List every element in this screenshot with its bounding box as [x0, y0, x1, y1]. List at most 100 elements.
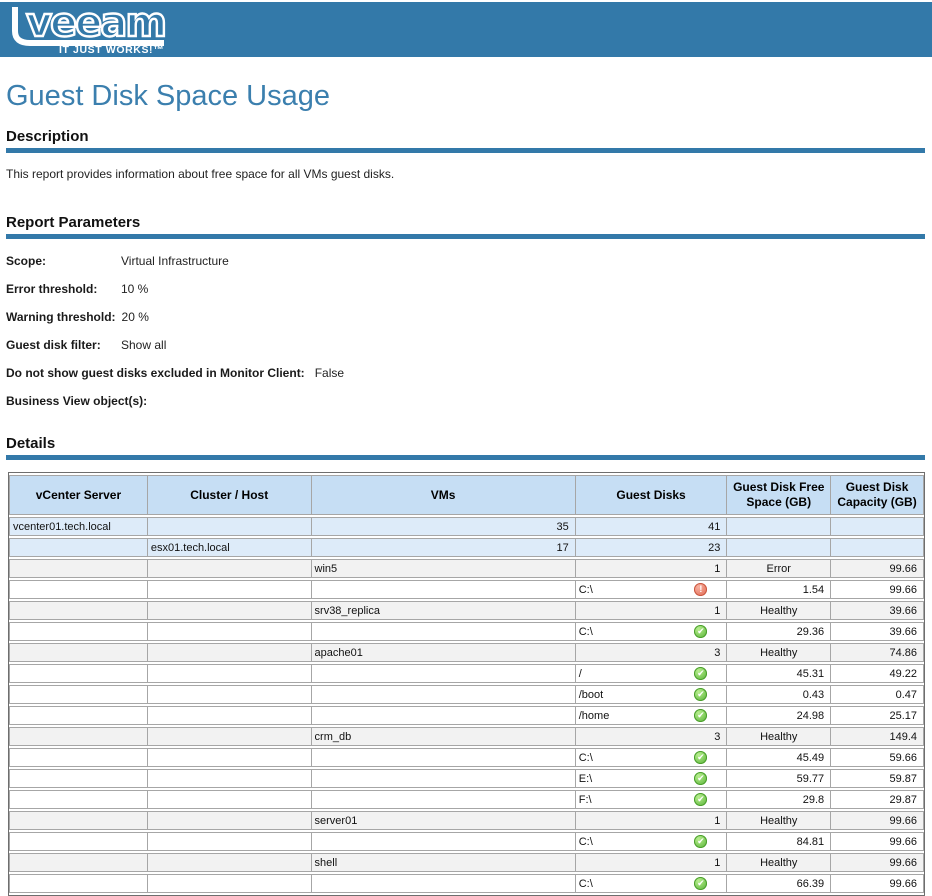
- disk-entry: C:\ ✔: [579, 877, 724, 890]
- param-scope: Scope: Virtual Infrastructure: [6, 255, 932, 267]
- cell-disk-name: /home ✔: [574, 706, 727, 725]
- status-ok-icon: ✔: [694, 625, 708, 638]
- report-parameters-rule: [6, 234, 925, 239]
- cell-disk-count: 3: [574, 643, 727, 662]
- col-header-guest-disk-capacity: Guest Disk Capacity (GB): [830, 475, 924, 515]
- cell-capacity: [830, 538, 924, 557]
- disk-entry: C:\ ✔: [579, 751, 724, 764]
- param-error-threshold: Error threshold: 10 %: [6, 283, 932, 295]
- disk-entry: C:\ ✔: [579, 625, 724, 638]
- cell-capacity: 25.17: [830, 706, 924, 725]
- disk-label: /home: [578, 709, 610, 722]
- param-label: Error threshold:: [6, 282, 98, 296]
- cell-status: Healthy: [726, 727, 831, 746]
- cell-free-space: 59.77: [726, 769, 831, 788]
- cell-disk-count: 1: [574, 559, 727, 578]
- table-row-disk: C:\ ✔ 66.39 99.66: [9, 874, 924, 893]
- cell-cluster-host: [146, 790, 311, 809]
- details-heading: Details: [6, 435, 56, 452]
- col-header-guest-disks: Guest Disks: [574, 475, 727, 515]
- cell-disk-count: 1: [574, 853, 727, 872]
- cell-cluster-host: [146, 832, 311, 851]
- cell-vcenter-name: [9, 601, 147, 620]
- veeam-tagline: IT JUST WORKS!™: [59, 44, 165, 56]
- status-ok-icon: ✔: [694, 772, 708, 785]
- table-row-vm: srv38_replica 1 Healthy 39.66: [9, 601, 924, 620]
- cell-free-space: [726, 538, 831, 557]
- table-row-disk: / ✔ 45.31 49.22: [9, 664, 924, 683]
- cell-capacity: 74.86: [830, 643, 924, 662]
- cell-cluster-host: [146, 559, 311, 578]
- details-table-header-row: vCenter Server Cluster / Host VMs Guest …: [9, 475, 924, 515]
- veeam-logo-text: veeam: [26, 5, 165, 46]
- param-value: 10 %: [121, 282, 149, 296]
- disk-label: C:\: [578, 835, 593, 848]
- param-label: Guest disk filter:: [6, 338, 101, 352]
- cell-status: Healthy: [726, 811, 831, 830]
- table-row-vm: crm_db 3 Healthy 149.4: [9, 727, 924, 746]
- cell-disk-name: /boot ✔: [574, 685, 727, 704]
- cell-vm-count: 35: [310, 517, 575, 536]
- disk-entry: /boot ✔: [579, 688, 724, 701]
- cell-disk-count: 41: [574, 517, 727, 536]
- cell-cluster-host: [146, 664, 311, 683]
- table-row-disk: C:\ ✔ 84.81 99.66: [9, 832, 924, 851]
- cell-cluster-host: [146, 874, 311, 893]
- status-ok-icon: ✔: [694, 688, 708, 701]
- param-guest-disk-filter: Guest disk filter: Show all: [6, 339, 932, 351]
- cell-free-space: 29.8: [726, 790, 831, 809]
- cell-vcenter-name: [9, 622, 147, 641]
- cell-vcenter-name: [9, 769, 147, 788]
- param-value: 20 %: [121, 310, 149, 324]
- table-row-disk: F:\ ✔ 29.8 29.87: [9, 790, 924, 809]
- cell-capacity: 29.87: [830, 790, 924, 809]
- cell-vm-name: [310, 748, 575, 767]
- disk-label: /boot: [578, 688, 604, 701]
- disk-label: C:\: [578, 625, 593, 638]
- cell-vm-name: srv38_replica: [310, 601, 575, 620]
- cell-vm-name: [310, 622, 575, 641]
- cell-vm-name: [310, 769, 575, 788]
- cell-vcenter-name: [9, 559, 147, 578]
- cell-cluster-host: esx01.tech.local: [146, 538, 311, 557]
- cell-vcenter-name: [9, 790, 147, 809]
- cell-free-space: 29.36: [726, 622, 831, 641]
- cell-free-space: [726, 517, 831, 536]
- cell-disk-name: C:\ ✔: [574, 832, 727, 851]
- description-heading: Description: [6, 128, 89, 145]
- cell-cluster-host: [146, 853, 311, 872]
- cell-vm-name: crm_db: [310, 727, 575, 746]
- cell-cluster-host: [146, 727, 311, 746]
- cell-vm-name: [310, 832, 575, 851]
- disk-label: C:\: [578, 751, 593, 764]
- param-warning-threshold: Warning threshold: 20 %: [6, 311, 932, 323]
- cell-vcenter-name: [9, 685, 147, 704]
- col-header-vcenter-server: vCenter Server: [9, 475, 147, 515]
- disk-label: C:\: [578, 583, 593, 596]
- disk-entry: E:\ ✔: [579, 772, 724, 785]
- cell-cluster-host: [146, 622, 311, 641]
- cell-capacity: 99.66: [830, 853, 924, 872]
- disk-entry: C:\ ✔: [579, 835, 724, 848]
- cell-vcenter-name: [9, 538, 147, 557]
- cell-capacity: 149.4: [830, 727, 924, 746]
- cell-disk-count: 1: [574, 811, 727, 830]
- veeam-banner: veeam IT JUST WORKS!™: [0, 2, 932, 57]
- cell-capacity: 99.66: [830, 811, 924, 830]
- cell-vcenter-name: [9, 853, 147, 872]
- col-header-cluster-host: Cluster / Host: [146, 475, 311, 515]
- cell-free-space: 45.31: [726, 664, 831, 683]
- status-ok-icon: ✔: [694, 835, 708, 848]
- veeam-logo-icon: veeam: [12, 5, 168, 47]
- description-text: This report provides information about f…: [6, 167, 395, 181]
- cell-capacity: 99.66: [830, 559, 924, 578]
- param-label: Warning threshold:: [6, 310, 116, 324]
- cell-disk-count: 1: [574, 601, 727, 620]
- cell-capacity: 99.66: [830, 874, 924, 893]
- cell-free-space: 1.54: [726, 580, 831, 599]
- cell-vm-name: [310, 685, 575, 704]
- cell-capacity: 39.66: [830, 622, 924, 641]
- cell-cluster-host: [146, 580, 311, 599]
- page-title: Guest Disk Space Usage: [6, 80, 330, 112]
- cell-vm-name: win5: [310, 559, 575, 578]
